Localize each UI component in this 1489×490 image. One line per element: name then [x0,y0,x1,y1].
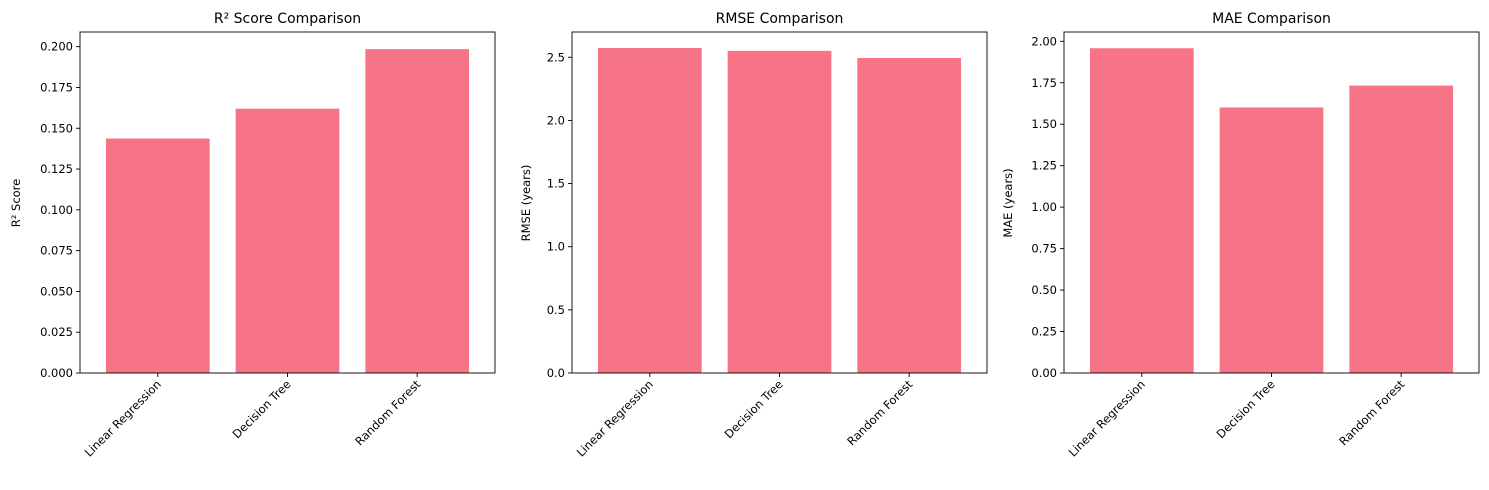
y-tick-label: 0.000 [40,366,73,380]
y-tick-label: 0.175 [40,80,73,94]
y-tick-label: 1.75 [1031,76,1057,90]
y-tick-label: 0.200 [40,40,73,54]
y-tick-label: 0.25 [1031,325,1057,339]
chart-title: RMSE Comparison [716,11,844,27]
y-tick-label: 1.00 [1031,200,1057,214]
y-tick-label: 0.100 [40,203,73,217]
bar-decision-tree [727,50,832,373]
bar-decision-tree [1219,107,1324,374]
y-tick-label: 2.00 [1031,34,1057,48]
bar-linear-regression [597,48,702,373]
y-tick-label: 0.025 [40,325,73,339]
y-tick-label: 0.50 [1031,283,1057,297]
y-axis-label: R² Score [9,179,23,227]
y-tick-label: 0.75 [1031,242,1057,256]
chart-title: MAE Comparison [1212,11,1331,27]
y-tick-label: 2.0 [547,113,565,127]
y-tick-label: 1.0 [547,240,565,254]
x-tick-label: Decision Tree [230,377,294,441]
y-axis-label: MAE (years) [1001,168,1015,237]
bar-random-forest [1349,85,1454,373]
x-tick-label: Random Forest [352,377,423,448]
x-tick-label: Decision Tree [722,377,786,441]
bar-decision-tree [235,108,340,374]
r2-score-panel: R² Score Comparison R² Score 0.000 0.025 0… [9,11,496,459]
y-tick-label: 0.075 [40,244,73,258]
y-tick-label: 0.150 [40,121,73,135]
x-tick-label: Linear Regression [1066,377,1148,459]
y-tick-label: 1.5 [547,177,565,191]
x-tick-label: Linear Regression [82,377,164,459]
bar-linear-regression [105,138,210,373]
bar-random-forest [857,58,962,374]
y-tick-label: 1.50 [1031,117,1057,131]
y-tick-label: 0.00 [1031,366,1057,380]
mae-panel: MAE Comparison MAE (years) 0.00 0.25 0.50 0… [1001,11,1480,459]
x-tick-label: Linear Regression [574,377,656,459]
x-tick-label: Random Forest [844,377,915,448]
y-tick-label: 0.5 [547,303,565,317]
x-tick-label: Random Forest [1336,377,1407,448]
chart-title: R² Score Comparison [214,11,361,27]
y-tick-label: 0.125 [40,162,73,176]
y-tick-label: 0.050 [40,284,73,298]
y-tick-label: 1.25 [1031,159,1057,173]
y-tick-label: 2.5 [547,50,565,64]
bar-random-forest [365,49,470,373]
rmse-panel: RMSE Comparison RMSE (years) 0.0 0.5 1.0 1.… [519,11,988,459]
bar-linear-regression [1089,48,1194,373]
y-tick-label: 0.0 [547,366,565,380]
y-axis-label: RMSE (years) [519,165,533,242]
x-tick-label: Decision Tree [1214,377,1278,441]
